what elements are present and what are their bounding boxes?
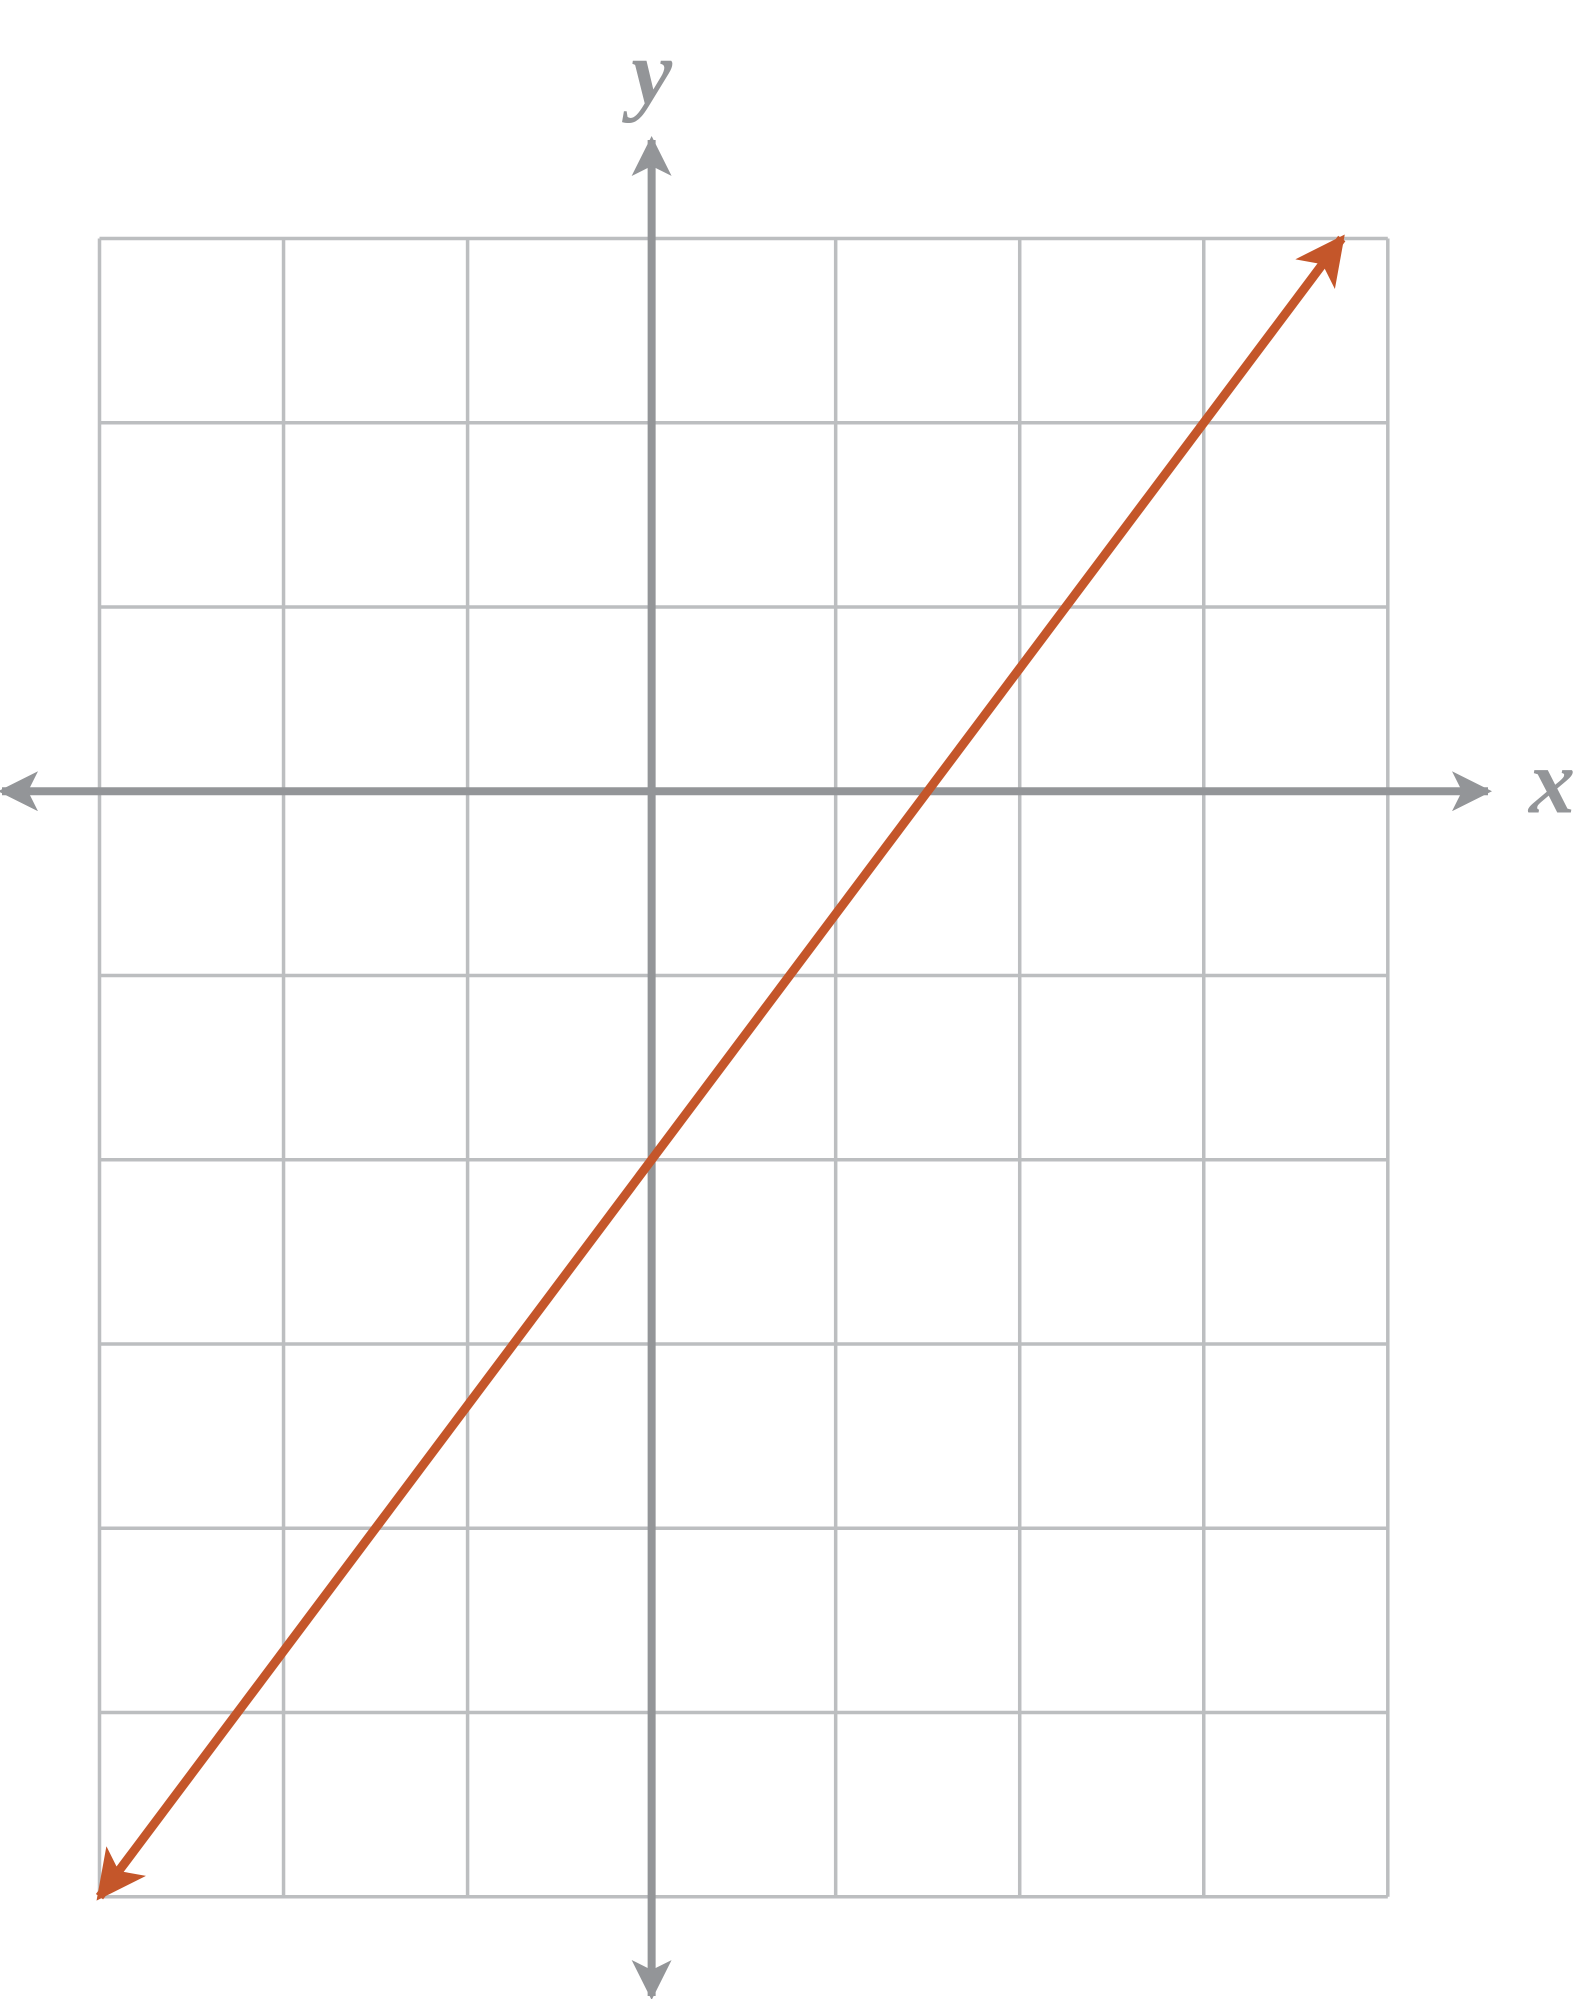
y-axis-label: y (621, 21, 673, 123)
plot (95, 234, 1346, 1901)
line (95, 234, 1346, 1901)
grid (97, 236, 1390, 1899)
x-axis-label: x (1527, 730, 1575, 832)
axes (0, 136, 1492, 1999)
